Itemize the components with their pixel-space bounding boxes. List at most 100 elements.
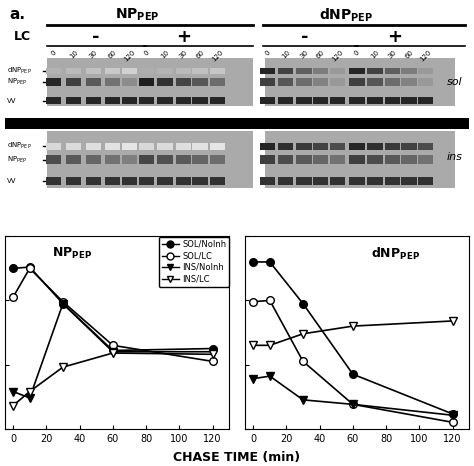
- SOL/NoInh: [27, 264, 33, 270]
- Legend: SOL/NoInh, SOL/LC, INS/NoInh, INS/LC: SOL/NoInh, SOL/LC, INS/NoInh, INS/LC: [159, 237, 229, 287]
- Bar: [349, 178, 365, 185]
- Bar: [192, 178, 208, 185]
- Bar: [401, 78, 417, 86]
- Line: INS/LC: INS/LC: [9, 349, 216, 410]
- Bar: [46, 97, 61, 104]
- Bar: [46, 143, 61, 150]
- Bar: [367, 68, 383, 74]
- Bar: [105, 155, 120, 164]
- Bar: [418, 178, 433, 185]
- Bar: [66, 78, 81, 86]
- Text: 60: 60: [194, 49, 205, 60]
- Bar: [401, 143, 417, 150]
- Bar: [401, 68, 417, 74]
- Text: NP$_{\rm PEP}$: NP$_{\rm PEP}$: [7, 154, 27, 164]
- Bar: [260, 97, 275, 104]
- Bar: [330, 68, 345, 74]
- Text: dNP$_{\mathbf{PEP}}$: dNP$_{\mathbf{PEP}}$: [371, 246, 420, 262]
- Bar: [278, 97, 293, 104]
- Text: dNP$_{\mathbf{PEP}}$: dNP$_{\mathbf{PEP}}$: [319, 7, 374, 24]
- Bar: [385, 178, 400, 185]
- Bar: [349, 155, 365, 164]
- Bar: [313, 155, 328, 164]
- Text: 120: 120: [122, 49, 136, 62]
- Bar: [66, 143, 81, 150]
- Bar: [86, 97, 101, 104]
- Bar: [210, 78, 225, 86]
- Text: ins: ins: [447, 152, 462, 162]
- Bar: [296, 178, 311, 185]
- Text: NP$_{\rm PEP}$: NP$_{\rm PEP}$: [7, 77, 27, 87]
- Text: 120: 120: [330, 49, 344, 62]
- Bar: [313, 68, 328, 74]
- Bar: [46, 78, 61, 86]
- Bar: [176, 97, 191, 104]
- Bar: [418, 97, 433, 104]
- Bar: [86, 143, 101, 150]
- Text: 30: 30: [387, 49, 398, 60]
- Bar: [210, 143, 225, 150]
- Bar: [86, 155, 101, 164]
- Bar: [121, 68, 137, 74]
- Bar: [418, 68, 433, 74]
- Bar: [418, 155, 433, 164]
- INS/LC: [60, 364, 66, 370]
- Text: +: +: [387, 28, 402, 46]
- Bar: [105, 68, 120, 74]
- Text: 10: 10: [281, 49, 291, 60]
- Bar: [105, 178, 120, 185]
- Bar: [313, 97, 328, 104]
- Bar: [121, 155, 137, 164]
- Bar: [385, 78, 400, 86]
- Text: NP$_{\mathbf{PEP}}$: NP$_{\mathbf{PEP}}$: [52, 246, 92, 261]
- Bar: [46, 131, 456, 188]
- SOL/NoInh: [10, 266, 16, 271]
- SOL/LC: [10, 295, 16, 300]
- Bar: [385, 155, 400, 164]
- Bar: [349, 68, 365, 74]
- Bar: [139, 68, 154, 74]
- Text: 60: 60: [107, 49, 118, 60]
- Bar: [278, 178, 293, 185]
- Bar: [157, 68, 173, 74]
- Text: 10: 10: [160, 49, 170, 60]
- Bar: [401, 97, 417, 104]
- Text: 0: 0: [50, 49, 57, 56]
- Text: 0: 0: [264, 49, 271, 56]
- Bar: [176, 155, 191, 164]
- Bar: [367, 97, 383, 104]
- Bar: [401, 178, 417, 185]
- Bar: [157, 178, 173, 185]
- INS/LC: [210, 351, 215, 357]
- Bar: [367, 143, 383, 150]
- Text: CHASE TIME (min): CHASE TIME (min): [173, 451, 301, 464]
- Bar: [313, 178, 328, 185]
- Bar: [349, 97, 365, 104]
- Bar: [139, 78, 154, 86]
- Bar: [46, 155, 61, 164]
- Bar: [121, 178, 137, 185]
- Bar: [401, 155, 417, 164]
- Text: VV: VV: [7, 97, 17, 103]
- Line: INS/NoInh: INS/NoInh: [9, 300, 216, 402]
- Bar: [330, 78, 345, 86]
- Text: 10: 10: [370, 49, 380, 60]
- Bar: [121, 78, 137, 86]
- Bar: [385, 143, 400, 150]
- Bar: [313, 143, 328, 150]
- Text: 120: 120: [419, 49, 432, 62]
- Bar: [66, 97, 81, 104]
- Bar: [176, 143, 191, 150]
- Bar: [278, 68, 293, 74]
- Bar: [418, 143, 433, 150]
- Bar: [157, 78, 173, 86]
- Bar: [278, 155, 293, 164]
- Text: 30: 30: [178, 49, 189, 60]
- Text: -: -: [91, 28, 99, 46]
- Text: VV: VV: [7, 178, 17, 185]
- Bar: [260, 68, 275, 74]
- Bar: [253, 58, 265, 106]
- Text: sol: sol: [447, 77, 462, 87]
- Text: 10: 10: [68, 49, 79, 60]
- Bar: [176, 78, 191, 86]
